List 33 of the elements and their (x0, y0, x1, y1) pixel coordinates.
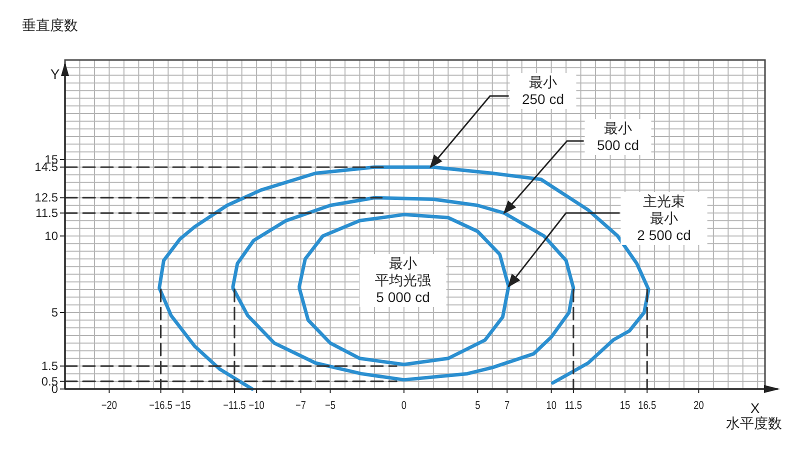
y-tick-label: 5 (51, 305, 58, 320)
x-tick-label: −15 (175, 400, 191, 412)
annotation: 最小 500 cd (596, 120, 640, 153)
x-tick-label: 10 (546, 400, 557, 412)
annotation: 最小 250 cd (522, 74, 564, 107)
x-tick-label: 7 (504, 400, 510, 412)
x-tick-label: 15 (620, 400, 630, 412)
x-tick-label: 16.5 (638, 400, 656, 412)
line-series (231, 196, 576, 382)
annotation: 最小平均光强 5 000 cd (360, 254, 446, 307)
y-axis-title: 垂直度数 (22, 17, 78, 33)
annotation: 最小 250 cd (430, 73, 576, 168)
x-axis-title: 水平度数 (726, 415, 782, 431)
y-tick-label: 12.5 (34, 190, 58, 205)
x-tick-label: −16.5 (149, 400, 173, 412)
line-series (298, 212, 510, 366)
x-tick-label: −11.5 (223, 400, 246, 412)
x-tick-label: −5 (325, 400, 336, 412)
x-tick-label: −7 (296, 400, 306, 412)
x-tick-label: −10 (248, 400, 265, 412)
annotation: X (750, 400, 760, 416)
annotation: Y (50, 66, 60, 82)
x-tick-label: 20 (694, 400, 704, 412)
y-tick-label: 1.5 (41, 359, 58, 374)
annotation: 最小平均光强 5 000 cd (375, 255, 431, 305)
x-tick-label: −20 (101, 400, 118, 412)
x-tick-label: 0 (401, 400, 407, 412)
annotation: 主光束最小 2 500 cd (637, 193, 691, 243)
x-tick-label: 11.5 (564, 400, 582, 412)
y-tick-label: 11.5 (36, 206, 58, 220)
x-tick-label: 5 (475, 400, 480, 412)
annotation: 主光束最小 2 500 cd (508, 192, 708, 288)
y-tick-label: 10 (44, 228, 58, 243)
